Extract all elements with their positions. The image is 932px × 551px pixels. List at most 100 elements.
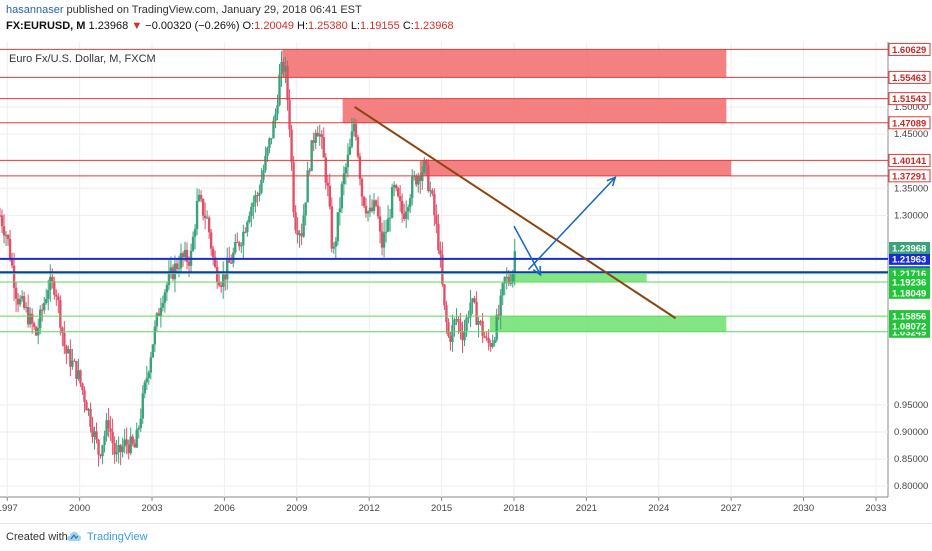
y-tick-label: 0.80000 — [894, 481, 928, 492]
candle-body — [298, 233, 301, 235]
candle-body — [270, 138, 273, 140]
candle-body — [485, 337, 488, 339]
low-label: L: — [350, 20, 361, 32]
publish-header: hasannaser published on TradingView.com,… — [0, 0, 932, 40]
candle-body — [415, 175, 418, 185]
projection-up-arrow — [527, 176, 616, 271]
x-tick-label: 2012 — [359, 503, 380, 514]
candle-body — [181, 253, 185, 258]
candle-body — [219, 285, 223, 287]
level-price-label: 1.21963 — [892, 254, 926, 265]
candle-body — [384, 231, 388, 233]
candle-body — [453, 319, 456, 326]
x-tick-label: 2018 — [503, 503, 524, 514]
candle-body — [85, 401, 88, 411]
x-tick-label: 2003 — [141, 503, 162, 514]
candle-body — [6, 235, 10, 239]
candle-body — [312, 140, 315, 143]
candle-body — [55, 294, 58, 297]
candle-body — [491, 343, 494, 347]
candle-body — [507, 276, 510, 284]
candle-body — [473, 298, 476, 303]
candle-body — [328, 185, 331, 207]
candle-body — [254, 195, 257, 203]
last-price: 1.23968 — [88, 20, 129, 32]
candle-body — [423, 159, 426, 173]
candle-body — [501, 283, 504, 296]
x-tick-label: 2009 — [286, 503, 307, 514]
candle-body — [300, 233, 303, 237]
candle-body — [203, 215, 207, 219]
last-price-label-box — [889, 242, 930, 255]
candle-body — [439, 250, 442, 255]
candle-body — [163, 292, 167, 303]
candle-body — [195, 200, 199, 230]
x-tick-label: 2021 — [576, 503, 597, 514]
candle-body — [274, 114, 277, 121]
candle-body — [336, 212, 340, 242]
candle-body — [372, 200, 376, 212]
candle-body — [127, 444, 130, 454]
level-price-label: 1.15856 — [892, 312, 926, 323]
candle-body — [376, 205, 380, 217]
candle-body — [47, 290, 50, 299]
level-price-label: 1.21716 — [892, 269, 926, 280]
candle-body — [234, 242, 237, 253]
publisher-info: published on TradingView.com, January 29… — [63, 4, 362, 16]
candle-body — [167, 272, 171, 285]
candle-body — [388, 217, 392, 219]
publisher-username[interactable]: hasannaser — [6, 4, 64, 16]
candle-body — [115, 452, 118, 455]
candle-body — [449, 335, 452, 342]
candle-body — [463, 330, 466, 341]
candle-body — [32, 323, 36, 328]
candle-body — [250, 206, 253, 216]
candle-body — [499, 295, 502, 317]
candle-body — [165, 284, 169, 293]
price-chart[interactable]: 1997 2000 2003 2006 2009 2012 2015 2018 2021 2024… — [0, 42, 932, 523]
tradingview-brand[interactable]: TradingView — [87, 531, 148, 543]
candle-body — [352, 123, 356, 132]
candle-body — [145, 378, 148, 383]
candle-body — [320, 134, 323, 138]
candle-body — [493, 339, 496, 344]
candle-body — [394, 185, 398, 189]
candle-body — [119, 445, 122, 453]
candle-body — [459, 322, 462, 333]
candle-body — [322, 137, 325, 158]
candle-body — [91, 426, 94, 437]
candle-body — [495, 314, 498, 340]
candle-body — [475, 302, 478, 325]
candle-body — [199, 194, 203, 199]
chart-area[interactable]: 1997 2000 2003 2006 2009 2012 2015 2018 2021 2024… — [0, 42, 932, 523]
candle-body — [183, 249, 187, 258]
support-price-label-box — [889, 286, 930, 299]
candle-body — [125, 439, 128, 445]
candle-body — [374, 200, 378, 206]
candle-body — [18, 298, 22, 305]
candle-body — [469, 302, 472, 318]
candle-body — [400, 200, 404, 214]
candle-body — [362, 196, 366, 206]
candle-body — [457, 319, 460, 323]
y-tick-label: 0.95000 — [894, 400, 928, 411]
open-label: O: — [242, 20, 255, 32]
level-price-label: 1.47089 — [892, 118, 926, 129]
candle-body — [332, 246, 336, 249]
candle-body — [441, 254, 444, 285]
candle-body — [419, 176, 422, 181]
candle-body — [364, 205, 368, 214]
candle-body — [356, 137, 360, 157]
candle-body — [244, 231, 247, 233]
last-price-label: 1.23968 — [892, 244, 926, 255]
candle-body — [193, 229, 197, 237]
candle-body — [304, 202, 307, 216]
candle-body — [503, 277, 506, 284]
candle-body — [215, 267, 219, 283]
candle-body — [340, 184, 344, 209]
candle-body — [429, 190, 432, 192]
candle-body — [435, 215, 438, 224]
candle-body — [67, 349, 70, 354]
candle-body — [111, 431, 114, 444]
candle-body — [141, 393, 144, 419]
